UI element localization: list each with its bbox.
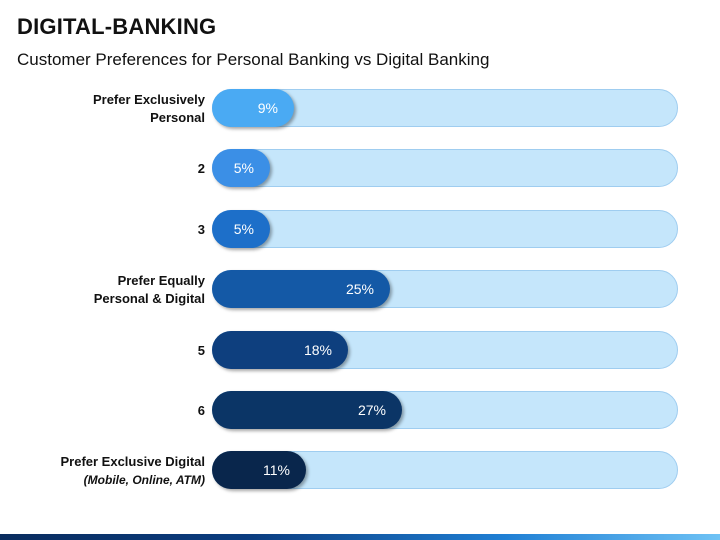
bar — [212, 89, 294, 127]
category-label-line: 6 — [197, 403, 205, 418]
bar — [212, 270, 390, 308]
category-label-line: Personal & Digital — [93, 291, 205, 306]
category-label: Prefer Exclusively Personal — [5, 91, 205, 127]
bar — [212, 331, 348, 369]
page-title: DIGITAL-BANKING — [17, 14, 217, 39]
bar-value-label: 5% — [233, 221, 254, 237]
bar-value-label: 9% — [257, 100, 278, 116]
bar-track — [212, 210, 678, 248]
bar — [212, 149, 270, 187]
category-label-line: Prefer Equally — [117, 273, 205, 288]
bar — [212, 451, 306, 489]
category-label: Prefer Equally Personal & Digital — [5, 272, 205, 308]
bar-value-label: 11% — [263, 462, 290, 478]
category-label-line: 2 — [197, 161, 205, 176]
bar — [212, 210, 270, 248]
bar-value-label: 18% — [303, 342, 332, 358]
category-label-line: (Mobile, Online, ATM) — [83, 473, 205, 487]
category-label-line: 3 — [197, 222, 205, 237]
bar-value-label: 5% — [233, 160, 254, 176]
bar-track — [212, 149, 678, 187]
footer-accent-bar — [0, 534, 720, 540]
category-label-line: 5 — [197, 343, 205, 358]
category-label-line: Prefer Exclusively — [92, 92, 205, 107]
category-label: 2 — [5, 160, 205, 178]
bar-value-label: 25% — [345, 281, 374, 297]
page-subtitle: Customer Preferences for Personal Bankin… — [17, 50, 490, 69]
category-label-line: Personal — [150, 110, 205, 125]
bar-value-label: 27% — [357, 402, 386, 418]
category-label: 5 — [5, 342, 205, 360]
bar — [212, 391, 402, 429]
category-label: 6 — [5, 402, 205, 420]
category-label: 3 — [5, 221, 205, 239]
category-label-line: Prefer Exclusive Digital — [60, 454, 205, 469]
category-label: Prefer Exclusive Digital (Mobile, Online,… — [5, 453, 205, 489]
